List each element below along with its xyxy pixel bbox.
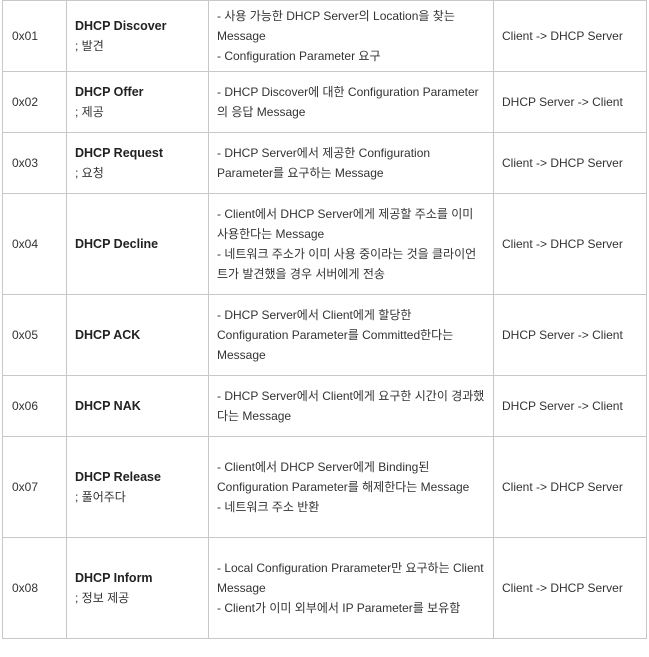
description-line: - Local Configuration Prarameter만 요구하는 C… bbox=[217, 561, 484, 595]
message-code: 0x04 bbox=[2, 193, 67, 295]
message-direction: Client -> DHCP Server bbox=[493, 132, 647, 194]
table-row: 0x01 DHCP Discover ; 발견 - 사용 가능한 DHCP Se… bbox=[2, 0, 647, 72]
message-korean-label: ; 풀어주다 bbox=[75, 490, 126, 504]
description-line: - Configuration Parameter 요구 bbox=[217, 49, 381, 63]
message-direction: Client -> DHCP Server bbox=[493, 537, 647, 639]
table-row: 0x07 DHCP Release ; 풀어주다 - Client에서 DHCP… bbox=[2, 436, 647, 538]
message-direction: DHCP Server -> Client bbox=[493, 375, 647, 437]
message-name: DHCP Request bbox=[75, 146, 163, 160]
message-name: DHCP Decline bbox=[75, 237, 159, 251]
description-line: - Client에서 DHCP Server에게 제공할 주소를 이미 사용한다… bbox=[217, 207, 474, 241]
dhcp-message-type-table: 0x01 DHCP Discover ; 발견 - 사용 가능한 DHCP Se… bbox=[2, 0, 647, 639]
message-description-cell: - Local Configuration Prarameter만 요구하는 C… bbox=[208, 537, 494, 639]
table-row: 0x04 DHCP Decline - Client에서 DHCP Server… bbox=[2, 193, 647, 295]
message-name: DHCP NAK bbox=[75, 399, 141, 413]
message-name: DHCP Inform bbox=[75, 571, 153, 585]
message-code: 0x07 bbox=[2, 436, 67, 538]
message-korean-label: ; 발견 bbox=[75, 39, 104, 53]
message-description-cell: - DHCP Server에서 Client에게 요구한 시간이 경과했다는 M… bbox=[208, 375, 494, 437]
message-direction: Client -> DHCP Server bbox=[493, 436, 647, 538]
message-direction: DHCP Server -> Client bbox=[493, 294, 647, 376]
message-name: DHCP Discover bbox=[75, 19, 167, 33]
message-name-cell: DHCP Offer ; 제공 bbox=[66, 71, 209, 133]
message-description-cell: - DHCP Server에서 Client에게 할당한 Configurati… bbox=[208, 294, 494, 376]
table-row: 0x05 DHCP ACK - DHCP Server에서 Client에게 할… bbox=[2, 294, 647, 376]
message-name-cell: DHCP NAK bbox=[66, 375, 209, 437]
message-description-cell: - DHCP Discover에 대한 Configuration Parame… bbox=[208, 71, 494, 133]
table-row: 0x08 DHCP Inform ; 정보 제공 - Local Configu… bbox=[2, 537, 647, 639]
description-line: - 사용 가능한 DHCP Server의 Location을 찾는 Messa… bbox=[217, 9, 455, 43]
message-code: 0x05 bbox=[2, 294, 67, 376]
description-line: - 네트워크 주소가 이미 사용 중이라는 것을 클라이언트가 발견했을 경우 … bbox=[217, 247, 477, 281]
message-description-cell: - DHCP Server에서 제공한 Configuration Parame… bbox=[208, 132, 494, 194]
description-line: - DHCP Server에서 Client에게 요구한 시간이 경과했다는 M… bbox=[217, 389, 485, 423]
description-line: - Client가 이미 외부에서 IP Parameter를 보유함 bbox=[217, 601, 461, 615]
message-name-cell: DHCP Inform ; 정보 제공 bbox=[66, 537, 209, 639]
message-name-cell: DHCP ACK bbox=[66, 294, 209, 376]
message-code: 0x01 bbox=[2, 0, 67, 72]
description-line: - DHCP Server에서 제공한 Configuration Parame… bbox=[217, 146, 431, 180]
message-direction: Client -> DHCP Server bbox=[493, 0, 647, 72]
message-code: 0x03 bbox=[2, 132, 67, 194]
message-korean-label: ; 요청 bbox=[75, 166, 104, 180]
table-row: 0x03 DHCP Request ; 요청 - DHCP Server에서 제… bbox=[2, 132, 647, 194]
message-korean-label: ; 제공 bbox=[75, 105, 104, 119]
description-line: - DHCP Discover에 대한 Configuration Parame… bbox=[217, 85, 479, 119]
message-description-cell: - 사용 가능한 DHCP Server의 Location을 찾는 Messa… bbox=[208, 0, 494, 72]
message-name-cell: DHCP Request ; 요청 bbox=[66, 132, 209, 194]
message-direction: DHCP Server -> Client bbox=[493, 71, 647, 133]
message-code: 0x08 bbox=[2, 537, 67, 639]
table-row: 0x02 DHCP Offer ; 제공 - DHCP Discover에 대한… bbox=[2, 71, 647, 133]
description-line: - Client에서 DHCP Server에게 Binding된 Config… bbox=[217, 460, 470, 494]
message-name-cell: DHCP Decline bbox=[66, 193, 209, 295]
message-name: DHCP ACK bbox=[75, 328, 141, 342]
message-name: DHCP Release bbox=[75, 470, 161, 484]
description-line: - DHCP Server에서 Client에게 할당한 Configurati… bbox=[217, 308, 454, 362]
message-name-cell: DHCP Discover ; 발견 bbox=[66, 0, 209, 72]
description-line: - 네트워크 주소 반환 bbox=[217, 500, 320, 514]
message-code: 0x02 bbox=[2, 71, 67, 133]
message-name-cell: DHCP Release ; 풀어주다 bbox=[66, 436, 209, 538]
message-direction: Client -> DHCP Server bbox=[493, 193, 647, 295]
message-description-cell: - Client에서 DHCP Server에게 Binding된 Config… bbox=[208, 436, 494, 538]
message-code: 0x06 bbox=[2, 375, 67, 437]
table-row: 0x06 DHCP NAK - DHCP Server에서 Client에게 요… bbox=[2, 375, 647, 437]
message-name: DHCP Offer bbox=[75, 85, 144, 99]
message-korean-label: ; 정보 제공 bbox=[75, 591, 130, 605]
message-description-cell: - Client에서 DHCP Server에게 제공할 주소를 이미 사용한다… bbox=[208, 193, 494, 295]
